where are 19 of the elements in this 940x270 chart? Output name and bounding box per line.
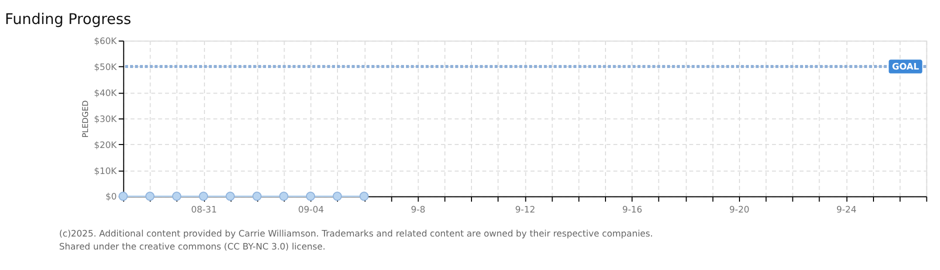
x-tick-label: 9-24	[836, 206, 857, 216]
x-tick-label: 08-31	[191, 206, 217, 216]
chart-title: Funding Progress	[4, 10, 132, 28]
y-tick-label: $10K	[94, 166, 117, 177]
x-tick-label: 9-20	[729, 206, 750, 216]
x-tick-label: 09-04	[298, 206, 324, 216]
y-tick-label: $20K	[94, 140, 117, 151]
x-tick-label: 9-16	[622, 206, 643, 216]
y-tick-label: $0	[105, 192, 118, 203]
text: (c)2025. Additional content provided by Carrie Williamson. Trademarks and related content are owned by their respective companies.	[59, 230, 653, 240]
y-tick-label: $40K	[94, 88, 117, 99]
text: Shared under the creative commons (CC BY-NC 3.0) license.	[59, 242, 326, 252]
x-tick-label: 9-12	[515, 206, 536, 216]
x-tick-label: 9-8	[410, 206, 426, 216]
y-tick-label: $30K	[94, 114, 117, 125]
y-tick-label: $50K	[94, 62, 117, 73]
ref-line-label: GOAL	[892, 62, 920, 72]
y-tick-label: $60K	[94, 37, 117, 48]
y-axis-title: PLEDGED	[81, 100, 90, 138]
